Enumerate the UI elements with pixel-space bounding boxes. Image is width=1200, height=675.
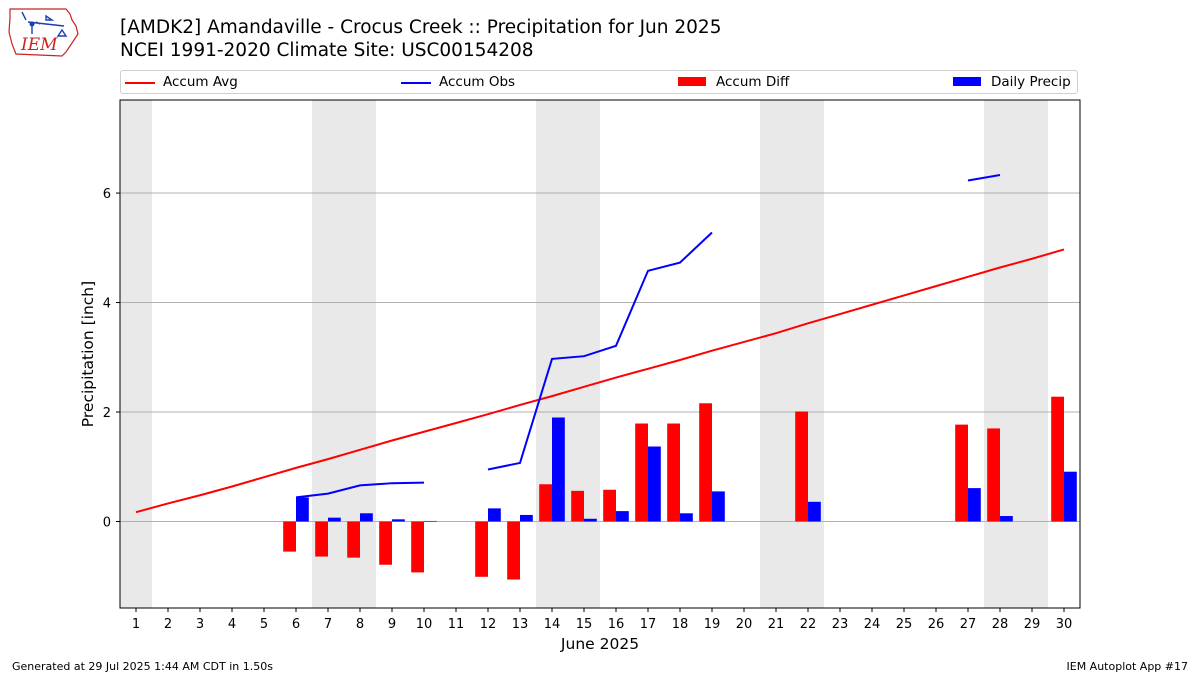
app-credit: IEM Autoplot App #17 xyxy=(1066,660,1189,673)
x-tick-label: 25 xyxy=(896,617,913,632)
daily-precip-bar xyxy=(584,518,597,522)
legend-label-accum-diff: Accum Diff xyxy=(716,74,790,90)
x-tick-label: 16 xyxy=(608,617,625,632)
accum-diff-bar xyxy=(283,521,296,552)
x-tick-label: 26 xyxy=(928,617,945,632)
daily-precip-bar xyxy=(648,446,661,522)
logo-text: IEM xyxy=(20,35,58,55)
accum-diff-bar xyxy=(411,521,424,573)
accum-diff-bar xyxy=(539,484,552,522)
accum-diff-bar xyxy=(603,489,616,522)
x-tick-label: 9 xyxy=(388,617,396,632)
x-tick-label: 28 xyxy=(992,617,1009,632)
iem-logo: IEM xyxy=(8,8,79,57)
weekend-band xyxy=(984,100,1048,608)
accum-diff-bar xyxy=(507,521,520,580)
accum-diff-bar xyxy=(955,424,968,522)
daily-precip-bar xyxy=(968,488,981,522)
y-tick-label: 0 xyxy=(103,516,111,531)
accum-avg-line xyxy=(135,248,1065,514)
daily-precip-bar xyxy=(1064,471,1077,522)
x-tick-label: 21 xyxy=(768,617,785,632)
x-tick-label: 20 xyxy=(736,617,753,632)
x-tick-label: 2 xyxy=(164,617,172,632)
iowa-outline-icon xyxy=(8,8,79,57)
accum-diff-bar xyxy=(795,411,808,522)
x-tick-label: 15 xyxy=(576,617,593,632)
daily-precip-bar xyxy=(552,417,565,522)
accum-diff-bar xyxy=(635,423,648,522)
x-tick-label: 5 xyxy=(260,617,268,632)
legend-swatch-accum-obs xyxy=(401,82,431,84)
daily-precip-bar xyxy=(296,497,309,522)
daily-precip-bar xyxy=(712,491,725,522)
daily-precip-bar xyxy=(392,519,405,522)
weekend-band xyxy=(120,100,152,608)
daily-precip-bar xyxy=(520,514,533,522)
x-tick-label: 23 xyxy=(832,617,849,632)
daily-precip-bar xyxy=(424,520,437,522)
accum-diff-bar xyxy=(1051,396,1064,522)
accum-obs-line xyxy=(295,481,425,499)
x-tick-label: 11 xyxy=(448,617,465,632)
accum-diff-bar xyxy=(699,403,712,522)
chart-title: [AMDK2] Amandaville - Crocus Creek :: Pr… xyxy=(120,17,722,38)
x-tick-label: 27 xyxy=(960,617,977,632)
legend-label-daily-precip: Daily Precip xyxy=(991,74,1071,90)
accum-obs-line xyxy=(967,174,1001,182)
x-tick-label: 1 xyxy=(132,617,140,632)
legend-swatch-accum-avg xyxy=(125,82,155,84)
plot-frame xyxy=(119,99,1081,609)
y-tick-label: 2 xyxy=(103,406,111,421)
x-tick-label: 3 xyxy=(196,617,204,632)
x-tick-label: 18 xyxy=(672,617,689,632)
y-tick-label: 4 xyxy=(103,297,111,312)
y-axis-label: Precipitation [inch] xyxy=(79,281,97,427)
x-tick-label: 6 xyxy=(292,617,300,632)
accum-diff-bar xyxy=(475,521,488,577)
x-tick-label: 8 xyxy=(356,617,364,632)
x-tick-label: 13 xyxy=(512,617,529,632)
daily-precip-bar xyxy=(808,501,821,522)
accum-diff-bar xyxy=(379,521,392,565)
weather-station-icon xyxy=(21,11,68,37)
accum-obs-line xyxy=(487,231,713,471)
daily-precip-bar xyxy=(616,511,629,522)
y-tick-label: 6 xyxy=(103,187,111,202)
accum-diff-bar xyxy=(315,521,328,557)
x-tick-label: 7 xyxy=(324,617,332,632)
accum-diff-bar xyxy=(667,423,680,522)
x-tick-label: 10 xyxy=(416,617,433,632)
x-axis-label: June 2025 xyxy=(560,635,639,653)
accum-diff-bar xyxy=(987,428,1000,522)
x-tick-label: 19 xyxy=(704,617,721,632)
daily-precip-bar xyxy=(328,517,341,522)
x-tick-label: 29 xyxy=(1024,617,1041,632)
chart-subtitle: NCEI 1991-2020 Climate Site: USC00154208 xyxy=(120,40,534,61)
chart-legend: Accum Avg Accum Obs Accum Diff Daily Pre… xyxy=(120,70,1078,94)
legend-swatch-daily-precip xyxy=(953,77,981,86)
legend-swatch-accum-diff xyxy=(678,77,706,86)
x-tick-label: 14 xyxy=(544,617,561,632)
daily-precip-bar xyxy=(1000,516,1013,522)
daily-precip-bar xyxy=(680,513,693,522)
x-tick-label: 24 xyxy=(864,617,881,632)
x-tick-label: 22 xyxy=(800,617,817,632)
legend-label-accum-avg: Accum Avg xyxy=(163,74,238,90)
x-tick-label: 17 xyxy=(640,617,657,632)
x-tick-label: 4 xyxy=(228,617,236,632)
weekend-band xyxy=(760,100,824,608)
x-tick-label: 30 xyxy=(1056,617,1073,632)
legend-label-accum-obs: Accum Obs xyxy=(439,74,516,90)
daily-precip-bar xyxy=(488,508,501,522)
accum-diff-bar xyxy=(347,521,360,558)
daily-precip-bar xyxy=(360,513,373,522)
x-tick-label: 12 xyxy=(480,617,497,632)
accum-diff-bar xyxy=(571,490,584,522)
generated-timestamp: Generated at 29 Jul 2025 1:44 AM CDT in … xyxy=(12,660,273,673)
